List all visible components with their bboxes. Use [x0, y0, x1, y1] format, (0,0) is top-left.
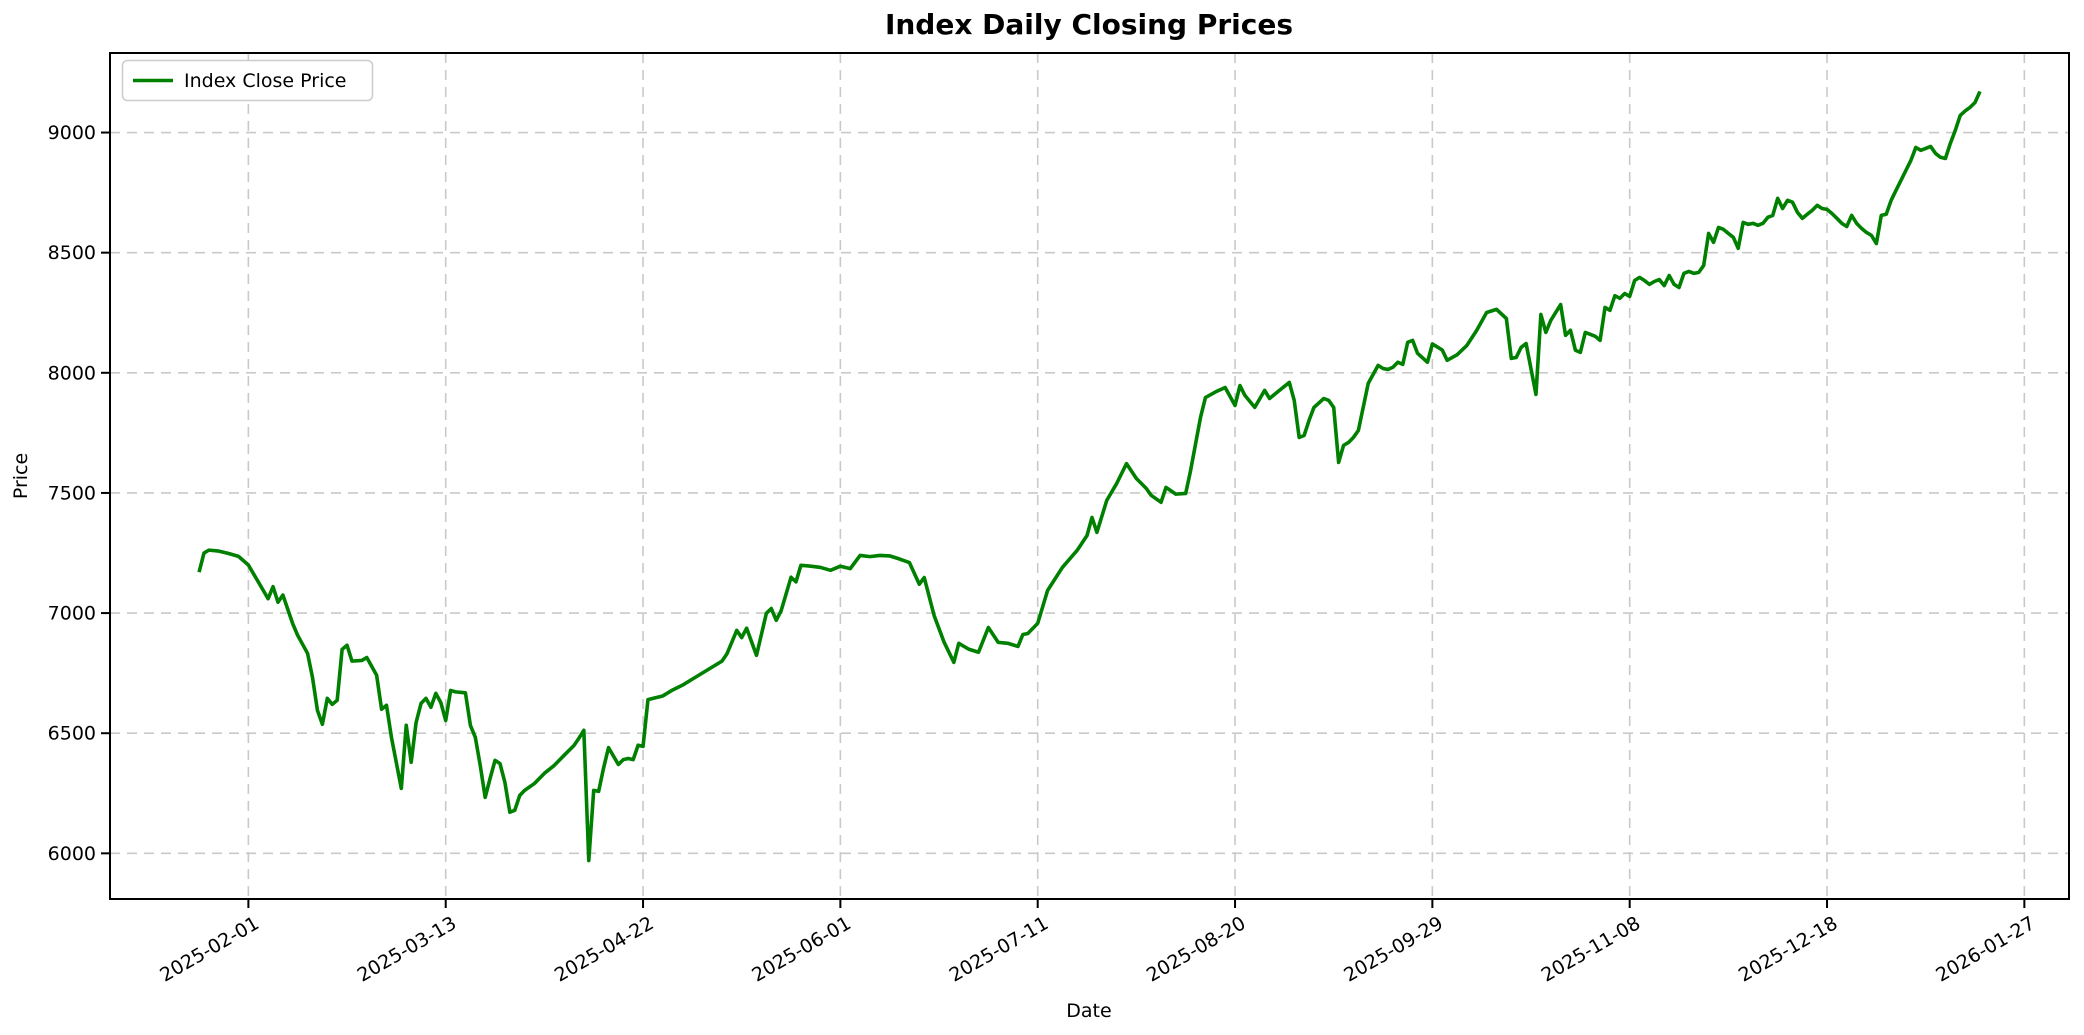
x-tick-label: 2026-01-27 [1932, 912, 2039, 986]
axis-ticks [101, 131, 2026, 908]
legend-label: Index Close Price [184, 70, 347, 92]
chart-title: Index Daily Closing Prices [885, 8, 1293, 41]
x-axis-label: Date [1066, 1000, 1111, 1022]
x-tick-label: 2025-12-18 [1735, 912, 1842, 986]
x-tick-label: 2025-09-29 [1340, 912, 1447, 986]
plot-border [109, 52, 2070, 900]
y-axis-label: Price [10, 453, 32, 499]
y-tick-label: 7500 [48, 482, 96, 504]
x-tick-label: 2025-03-13 [354, 912, 461, 986]
y-tick-label: 9000 [48, 122, 96, 144]
x-tick-label: 2025-08-20 [1143, 912, 1250, 986]
x-tick-label: 2025-06-01 [748, 912, 855, 986]
y-tick-labels: 6000 6500 7000 7500 8000 8500 9000 [48, 122, 96, 865]
legend-box [121, 59, 374, 102]
legend: Index Close Price [121, 59, 374, 102]
x-tick-label: 2025-02-01 [156, 912, 263, 986]
x-tick-label: 2025-07-11 [946, 912, 1053, 986]
y-tick-label: 8000 [48, 362, 96, 384]
x-tick-label: 2025-11-08 [1538, 912, 1645, 986]
x-tick-label: 2025-04-22 [551, 912, 658, 986]
y-tick-label: 8500 [48, 242, 96, 264]
price-line-series [197, 90, 1982, 863]
y-tick-label: 6000 [48, 843, 96, 865]
x-tick-labels: 2025-02-01 2025-03-13 2025-04-22 2025-06-01… [156, 912, 2039, 986]
y-tick-label: 7000 [48, 603, 96, 625]
price-line [197, 90, 1982, 863]
gridlines [110, 53, 2069, 899]
y-tick-label: 6500 [48, 723, 96, 745]
